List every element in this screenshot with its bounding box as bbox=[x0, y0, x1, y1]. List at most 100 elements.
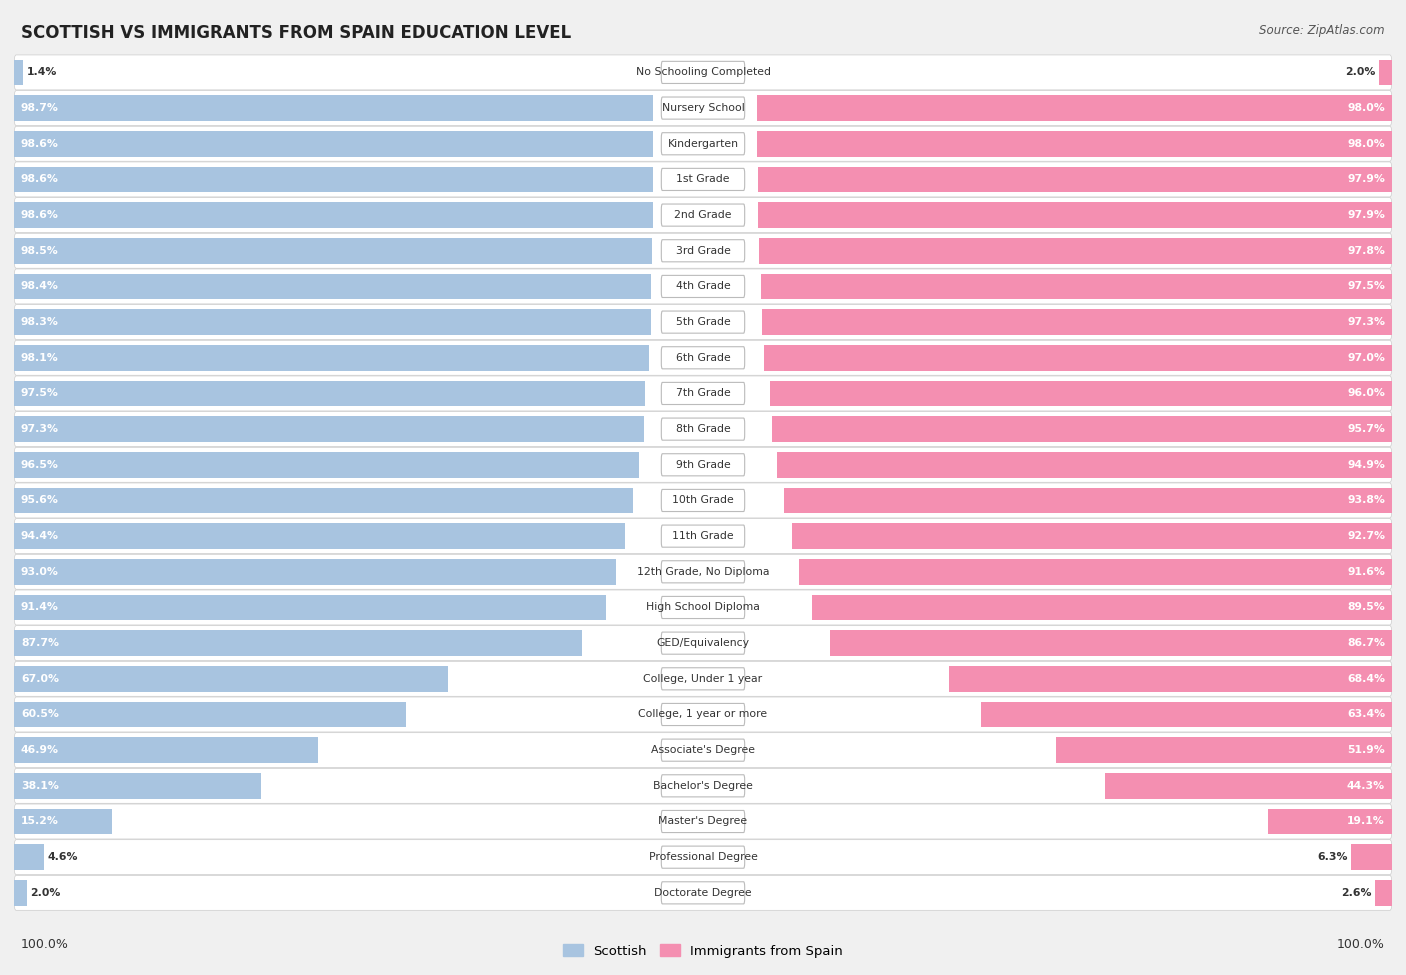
Bar bbox=[1351, 844, 1392, 870]
Bar bbox=[14, 131, 652, 157]
Bar bbox=[763, 345, 1392, 370]
Text: 97.3%: 97.3% bbox=[1347, 317, 1385, 327]
FancyBboxPatch shape bbox=[661, 61, 745, 84]
Text: 93.8%: 93.8% bbox=[1347, 495, 1385, 505]
Text: 94.9%: 94.9% bbox=[1347, 460, 1385, 470]
FancyBboxPatch shape bbox=[14, 198, 1392, 233]
FancyBboxPatch shape bbox=[14, 304, 1392, 339]
FancyBboxPatch shape bbox=[14, 876, 1392, 911]
FancyBboxPatch shape bbox=[661, 133, 745, 155]
Text: 9th Grade: 9th Grade bbox=[676, 460, 730, 470]
Bar bbox=[14, 345, 650, 370]
Text: 3rd Grade: 3rd Grade bbox=[675, 246, 731, 255]
FancyBboxPatch shape bbox=[661, 98, 745, 119]
Bar bbox=[14, 452, 638, 478]
Text: Kindergarten: Kindergarten bbox=[668, 138, 738, 149]
Text: 96.5%: 96.5% bbox=[21, 460, 59, 470]
Text: Associate's Degree: Associate's Degree bbox=[651, 745, 755, 756]
Text: Nursery School: Nursery School bbox=[662, 103, 744, 113]
Text: SCOTTISH VS IMMIGRANTS FROM SPAIN EDUCATION LEVEL: SCOTTISH VS IMMIGRANTS FROM SPAIN EDUCAT… bbox=[21, 24, 571, 42]
Text: 91.6%: 91.6% bbox=[1347, 566, 1385, 577]
FancyBboxPatch shape bbox=[661, 739, 745, 761]
Text: Bachelor's Degree: Bachelor's Degree bbox=[652, 781, 754, 791]
Text: 87.7%: 87.7% bbox=[21, 639, 59, 648]
Bar bbox=[1379, 59, 1392, 85]
Bar bbox=[1268, 808, 1392, 835]
Text: College, Under 1 year: College, Under 1 year bbox=[644, 674, 762, 683]
FancyBboxPatch shape bbox=[14, 340, 1392, 375]
FancyBboxPatch shape bbox=[661, 204, 745, 226]
Text: 60.5%: 60.5% bbox=[21, 710, 59, 720]
FancyBboxPatch shape bbox=[661, 597, 745, 618]
Bar bbox=[14, 524, 626, 549]
Bar bbox=[770, 380, 1392, 407]
Bar bbox=[831, 630, 1392, 656]
Text: 98.5%: 98.5% bbox=[21, 246, 59, 255]
FancyBboxPatch shape bbox=[14, 661, 1392, 696]
Bar bbox=[792, 524, 1392, 549]
Text: 98.6%: 98.6% bbox=[21, 138, 59, 149]
FancyBboxPatch shape bbox=[14, 590, 1392, 625]
Text: Master's Degree: Master's Degree bbox=[658, 816, 748, 827]
FancyBboxPatch shape bbox=[661, 668, 745, 690]
FancyBboxPatch shape bbox=[14, 697, 1392, 732]
FancyBboxPatch shape bbox=[661, 489, 745, 512]
Text: 97.8%: 97.8% bbox=[1347, 246, 1385, 255]
Bar bbox=[14, 274, 651, 299]
Bar bbox=[813, 595, 1392, 620]
FancyBboxPatch shape bbox=[14, 804, 1392, 838]
FancyBboxPatch shape bbox=[661, 632, 745, 654]
Bar bbox=[14, 488, 633, 513]
Text: 86.7%: 86.7% bbox=[1347, 639, 1385, 648]
Text: 51.9%: 51.9% bbox=[1347, 745, 1385, 756]
Bar bbox=[14, 595, 606, 620]
Text: 5th Grade: 5th Grade bbox=[676, 317, 730, 327]
Text: 11th Grade: 11th Grade bbox=[672, 531, 734, 541]
FancyBboxPatch shape bbox=[661, 382, 745, 405]
Bar bbox=[949, 666, 1392, 691]
FancyBboxPatch shape bbox=[661, 169, 745, 190]
Bar bbox=[14, 773, 260, 799]
Text: 15.2%: 15.2% bbox=[21, 816, 59, 827]
Text: 100.0%: 100.0% bbox=[1337, 938, 1385, 951]
Bar bbox=[14, 880, 27, 906]
Text: 6.3%: 6.3% bbox=[1317, 852, 1348, 862]
FancyBboxPatch shape bbox=[14, 269, 1392, 304]
Text: GED/Equivalency: GED/Equivalency bbox=[657, 639, 749, 648]
FancyBboxPatch shape bbox=[661, 418, 745, 440]
Text: 6th Grade: 6th Grade bbox=[676, 353, 730, 363]
FancyBboxPatch shape bbox=[14, 483, 1392, 518]
Text: 63.4%: 63.4% bbox=[1347, 710, 1385, 720]
Text: 38.1%: 38.1% bbox=[21, 781, 59, 791]
Text: 2.0%: 2.0% bbox=[31, 888, 60, 898]
Bar bbox=[14, 309, 651, 335]
Bar bbox=[758, 202, 1392, 228]
FancyBboxPatch shape bbox=[14, 411, 1392, 447]
Text: 46.9%: 46.9% bbox=[21, 745, 59, 756]
Bar bbox=[14, 238, 652, 263]
Text: 4th Grade: 4th Grade bbox=[676, 282, 730, 292]
Text: 95.7%: 95.7% bbox=[1347, 424, 1385, 434]
Text: 1.4%: 1.4% bbox=[27, 67, 58, 77]
Text: 100.0%: 100.0% bbox=[21, 938, 69, 951]
Bar bbox=[1056, 737, 1392, 763]
Text: 92.7%: 92.7% bbox=[1347, 531, 1385, 541]
FancyBboxPatch shape bbox=[14, 448, 1392, 483]
Bar bbox=[778, 452, 1392, 478]
Text: 98.7%: 98.7% bbox=[21, 103, 59, 113]
Text: 93.0%: 93.0% bbox=[21, 566, 59, 577]
FancyBboxPatch shape bbox=[661, 561, 745, 583]
FancyBboxPatch shape bbox=[14, 91, 1392, 126]
FancyBboxPatch shape bbox=[14, 519, 1392, 554]
Text: 98.4%: 98.4% bbox=[21, 282, 59, 292]
FancyBboxPatch shape bbox=[661, 347, 745, 369]
Bar bbox=[799, 559, 1392, 585]
Bar bbox=[758, 167, 1392, 192]
Bar bbox=[14, 416, 644, 442]
Bar bbox=[1105, 773, 1392, 799]
Bar bbox=[14, 630, 582, 656]
Text: 94.4%: 94.4% bbox=[21, 531, 59, 541]
FancyBboxPatch shape bbox=[14, 626, 1392, 661]
FancyBboxPatch shape bbox=[14, 55, 1392, 90]
FancyBboxPatch shape bbox=[661, 311, 745, 333]
